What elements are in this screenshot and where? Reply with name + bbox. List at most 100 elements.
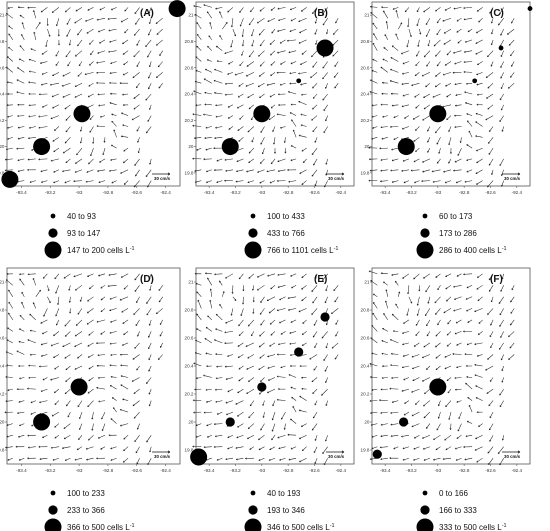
current-arrow — [214, 388, 223, 391]
current-arrow — [109, 364, 117, 367]
y-tick-label: 20.8 — [0, 308, 5, 313]
current-arrow — [390, 92, 399, 95]
current-arrow — [391, 104, 399, 107]
current-arrow — [215, 377, 223, 380]
current-arrow — [79, 296, 83, 302]
current-arrow — [312, 104, 318, 110]
current-arrow — [446, 296, 452, 302]
current-arrow — [108, 28, 117, 32]
current-arrow — [77, 28, 83, 36]
current-arrow — [404, 115, 410, 119]
current-arrow — [258, 434, 265, 441]
current-arrow — [501, 273, 504, 280]
current-arrow — [205, 388, 212, 391]
current-arrow — [301, 273, 307, 279]
current-arrow — [402, 331, 409, 334]
current-arrow — [314, 435, 318, 441]
legend-range: 40 to 93 — [67, 212, 96, 221]
current-arrow — [195, 69, 202, 73]
current-arrow — [395, 33, 399, 41]
current-arrow — [46, 18, 49, 26]
current-arrow — [324, 180, 328, 188]
current-arrow — [75, 7, 83, 12]
current-arrow — [474, 446, 483, 451]
current-arrow — [18, 340, 25, 344]
current-arrow — [277, 434, 286, 439]
current-arrow — [276, 375, 286, 378]
current-arrow — [17, 115, 25, 118]
current-arrow — [204, 103, 212, 106]
current-arrow — [133, 93, 140, 99]
current-arrow — [203, 411, 212, 414]
station-bubble — [33, 413, 51, 431]
current-arrow — [196, 33, 202, 41]
current-arrow — [4, 411, 13, 414]
current-arrow — [256, 285, 265, 291]
current-arrow — [443, 308, 452, 314]
current-arrow — [76, 446, 83, 451]
current-arrow — [435, 50, 441, 57]
current-arrow — [325, 435, 328, 442]
current-arrow — [147, 50, 152, 58]
current-arrow — [64, 137, 71, 144]
current-arrow — [290, 319, 297, 323]
current-arrow — [476, 7, 483, 12]
current-arrow — [425, 28, 431, 37]
current-arrow — [227, 104, 234, 108]
current-arrow — [100, 115, 106, 118]
current-arrow — [368, 158, 378, 161]
current-arrow — [194, 272, 202, 275]
current-arrow — [380, 272, 388, 275]
current-arrow — [108, 434, 117, 437]
current-arrow — [29, 180, 36, 183]
current-arrow — [158, 83, 163, 89]
current-arrow — [271, 28, 276, 34]
current-arrow — [7, 7, 13, 9]
current-arrow — [77, 72, 83, 77]
current-arrow — [454, 82, 462, 86]
current-arrow — [261, 148, 265, 155]
current-arrow — [54, 434, 60, 439]
legend-unit-exponent: -1 — [330, 523, 335, 529]
current-arrow — [86, 169, 94, 173]
current-arrow — [251, 137, 255, 143]
current-arrow — [17, 103, 25, 106]
current-arrow — [204, 272, 212, 275]
current-arrow — [98, 180, 106, 184]
current-arrow — [298, 39, 307, 44]
current-arrow — [422, 446, 430, 450]
current-arrow — [290, 61, 297, 65]
current-arrow — [65, 400, 71, 407]
current-arrow — [6, 272, 13, 275]
current-arrow — [237, 388, 244, 394]
current-arrow — [230, 39, 234, 48]
current-arrow — [75, 319, 83, 326]
current-arrow — [300, 423, 307, 427]
legend-unit-exponent: -1 — [130, 523, 135, 529]
current-arrow — [7, 327, 13, 332]
current-arrow — [134, 435, 140, 443]
current-arrow — [422, 169, 430, 173]
current-arrow — [41, 331, 48, 335]
current-arrow — [110, 353, 117, 356]
current-arrow — [288, 308, 297, 311]
current-arrow — [259, 331, 265, 337]
current-arrow — [463, 273, 473, 276]
x-tick-label: -92.4 — [512, 190, 523, 195]
current-arrow — [314, 342, 318, 349]
scale-label: 30 cm/s — [328, 176, 345, 181]
legend-unit: cells L — [477, 246, 502, 255]
current-arrow — [148, 273, 152, 280]
legend-unit: cells L — [305, 523, 330, 531]
current-arrow — [488, 273, 494, 281]
current-arrow — [203, 113, 212, 116]
current-arrow — [259, 7, 265, 12]
current-arrow — [148, 18, 152, 24]
panel-6: -93.4 -93.2 -93 -92.8 -92.6 -92.419.82020.220… — [361, 267, 531, 531]
current-arrow — [62, 169, 71, 173]
current-arrow — [119, 82, 129, 85]
y-tick-label: 20.4 — [185, 92, 194, 97]
current-arrow — [232, 28, 237, 37]
current-arrow — [437, 412, 441, 419]
